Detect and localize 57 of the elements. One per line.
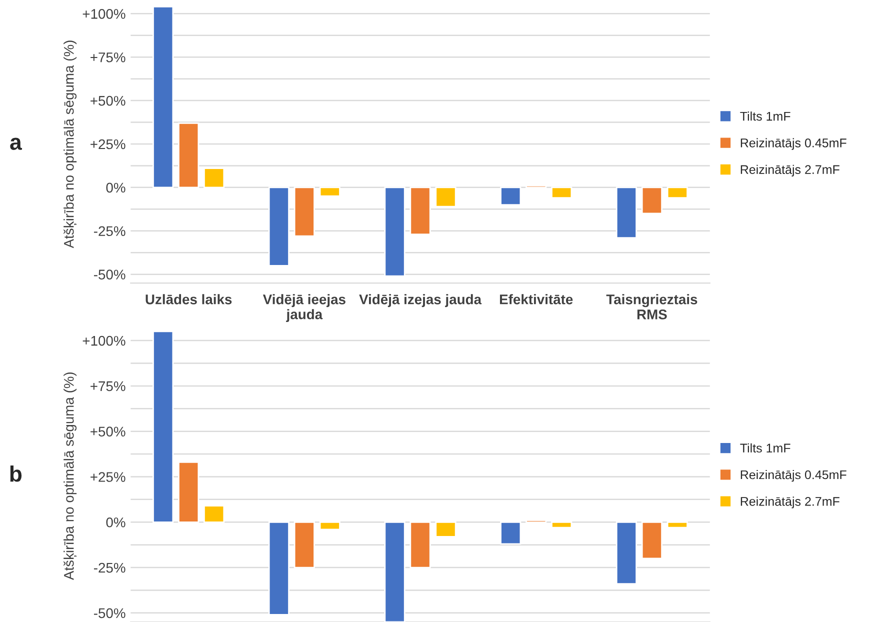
bar — [666, 186, 688, 199]
x-tick-label: Efektivitāte — [500, 294, 573, 304]
bar — [616, 186, 637, 239]
bar — [268, 521, 290, 616]
legend-label: Tilts 1mF — [740, 112, 790, 121]
bar — [294, 521, 315, 568]
bar — [319, 186, 340, 197]
bar — [294, 186, 315, 237]
y-tick-label: 0% — [106, 182, 126, 193]
y-axis-title: Atšķirība no optimālā sēguma (%) — [64, 372, 77, 580]
bar — [152, 330, 174, 523]
bar — [616, 521, 637, 585]
legend-label: Reizinātājs 0.45mF — [740, 470, 846, 482]
x-tick-label: Taisngrieztais RMS — [606, 294, 698, 320]
legend-label: Reizinātājs 2.7mF — [740, 496, 840, 508]
x-tick-label: Vidējā izejas jauda — [359, 294, 482, 308]
text: a — [10, 138, 22, 150]
bar — [384, 521, 406, 622]
text: b — [10, 465, 22, 482]
x-tick-label: Vidējā ieejas jauda — [262, 294, 346, 322]
bar — [435, 521, 456, 538]
y-tick-label: +25% — [90, 472, 126, 482]
legend-label: Reizinātājs 2.7mF — [740, 164, 840, 176]
y-tick-label: +50% — [90, 426, 126, 437]
bar — [152, 6, 174, 188]
bar — [410, 186, 431, 236]
x-tick-label: Uzlādes laiks — [146, 294, 232, 304]
bar — [178, 462, 200, 523]
y-tick-label: +100% — [82, 336, 126, 346]
bar — [666, 521, 688, 528]
bar — [641, 186, 662, 214]
bar — [500, 521, 522, 545]
y-tick-label: +75% — [90, 381, 126, 392]
y-tick-label: +25% — [90, 139, 126, 150]
bar — [384, 186, 406, 277]
bar — [435, 186, 456, 208]
y-tick-label: 0% — [106, 517, 126, 528]
y-tick-label: +50% — [90, 96, 126, 106]
bar — [204, 505, 225, 523]
y-tick-label: -50% — [94, 608, 126, 618]
y-tick-label: +100% — [82, 9, 126, 19]
bar — [551, 186, 572, 199]
legend-label: Tilts 1mF — [740, 443, 790, 453]
bar — [178, 122, 200, 188]
legend-label: Reizinātājs 0.45mF — [740, 138, 846, 150]
y-tick-label: -25% — [94, 562, 126, 573]
bar — [500, 186, 522, 206]
bar — [551, 521, 572, 528]
bar — [204, 168, 225, 188]
y-tick-label: +75% — [90, 52, 126, 62]
bar — [268, 186, 290, 266]
bar — [641, 521, 662, 560]
y-tick-label: -50% — [94, 270, 126, 280]
bar — [319, 521, 340, 530]
bar — [410, 521, 431, 568]
y-axis-title: Atšķirība no optimālā sēguma (%) — [64, 40, 77, 248]
y-tick-label: -25% — [94, 226, 126, 236]
